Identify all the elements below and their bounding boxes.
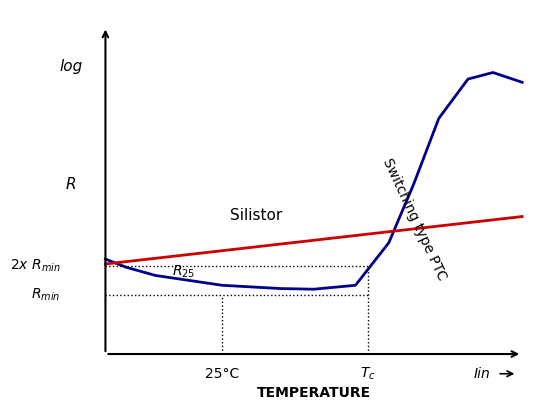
Text: log: log bbox=[59, 58, 82, 74]
Text: R: R bbox=[65, 177, 76, 192]
Text: Iin: Iin bbox=[474, 367, 491, 381]
Text: $2x\ R_{min}$: $2x\ R_{min}$ bbox=[10, 257, 61, 274]
Text: Switching type PTC: Switching type PTC bbox=[380, 156, 449, 283]
Text: $R_{25}$: $R_{25}$ bbox=[172, 264, 195, 280]
Text: 25°C: 25°C bbox=[205, 367, 239, 381]
Text: TEMPERATURE: TEMPERATURE bbox=[257, 387, 371, 400]
Text: $T_c$: $T_c$ bbox=[360, 366, 376, 382]
Text: Silistor: Silistor bbox=[231, 208, 283, 223]
Text: $R_{min}$: $R_{min}$ bbox=[32, 287, 61, 303]
